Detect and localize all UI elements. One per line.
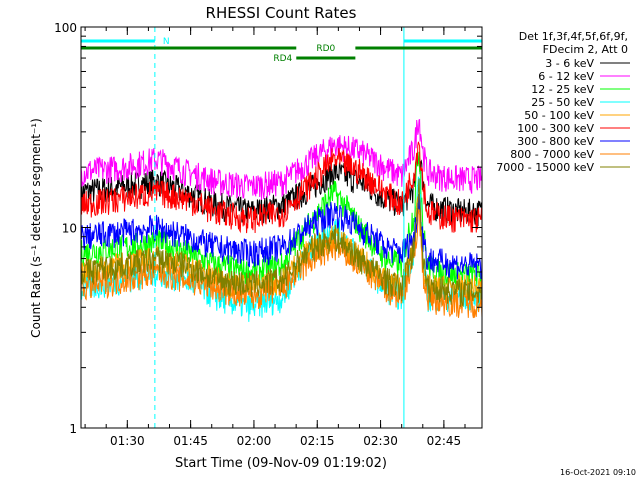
y-tick-label: 1: [69, 422, 77, 436]
series-line-1: [80, 118, 483, 200]
legend-entry-label: 6 - 12 keV: [538, 70, 594, 83]
x-tick-label: 02:45: [427, 434, 462, 448]
legend: Det 1f,3f,4f,5f,6f,9f,FDecim 2, Att 03 -…: [496, 30, 630, 174]
series-line-5: [80, 141, 483, 234]
legend-entry-label: 800 - 7000 keV: [510, 148, 594, 161]
y-axis-ticks: 1 10 100: [54, 21, 482, 436]
legend-entry-label: 12 - 25 keV: [531, 83, 594, 96]
x-tick-label: 02:15: [300, 434, 335, 448]
rd0-label: RD0: [316, 44, 335, 54]
legend-entry-label: 25 - 50 keV: [531, 96, 594, 109]
rd4-label: RD4: [273, 54, 292, 64]
series-line-8: [80, 178, 483, 308]
x-tick-label: 02:00: [237, 434, 272, 448]
legend-header-line: Det 1f,3f,4f,5f,6f,9f,: [519, 30, 628, 43]
legend-entry-label: 7000 - 15000 keV: [496, 161, 594, 174]
n-label: N: [163, 37, 170, 47]
x-tick-label: 01:45: [173, 434, 208, 448]
x-axis-label: Start Time (09-Nov-09 01:19:02): [175, 456, 387, 471]
legend-entry-label: 300 - 800 keV: [517, 135, 594, 148]
y-tick-label: 10: [62, 222, 77, 236]
legend-entry-label: 100 - 300 keV: [517, 122, 594, 135]
x-axis-ticks: 01:30 01:45 02:00 02:15 02:30 02:45: [84, 27, 466, 448]
y-axis-label: Count Rate (s⁻¹ detector segment⁻¹): [29, 118, 43, 338]
x-tick-label: 01:30: [110, 434, 145, 448]
data-layer: [80, 118, 483, 322]
chart-title: RHESSI Count Rates: [206, 4, 357, 22]
y-tick-label: 100: [54, 21, 77, 35]
x-tick-label: 02:30: [363, 434, 398, 448]
timestamp: 16-Oct-2021 09:10: [560, 468, 636, 477]
series-line-6: [80, 193, 483, 280]
legend-entry-label: 50 - 100 keV: [524, 109, 594, 122]
legend-entry-label: 3 - 6 keV: [545, 57, 594, 70]
legend-header-line: FDecim 2, Att 0: [543, 43, 628, 56]
